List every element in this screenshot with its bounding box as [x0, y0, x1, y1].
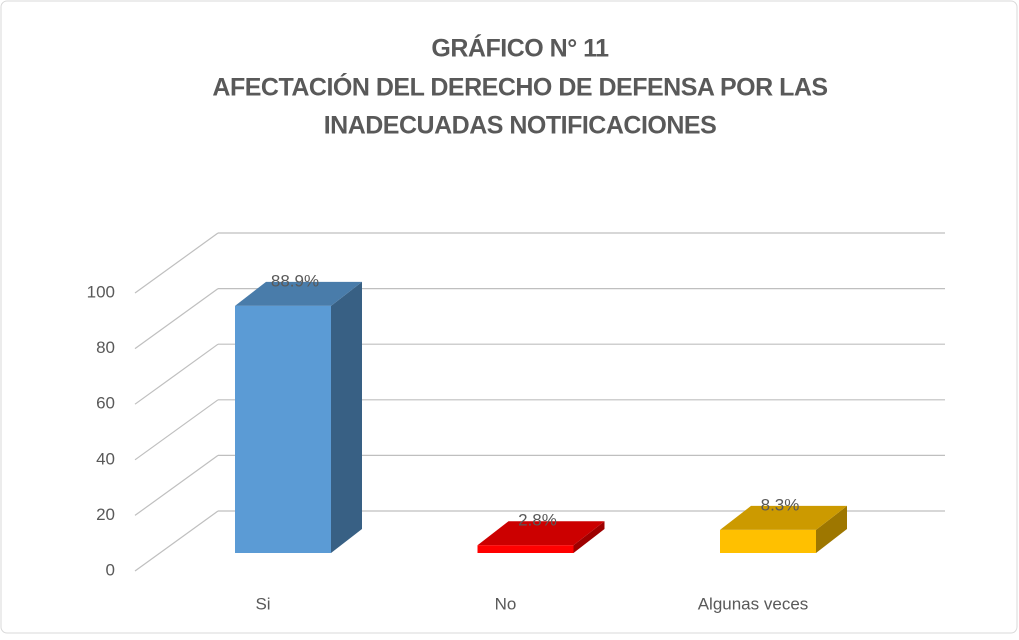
chart-title: AFECTACIÓN DEL DERECHO DE DEFENSA POR LA…	[212, 72, 827, 102]
grid-line	[134, 510, 219, 572]
grid-line	[134, 232, 219, 294]
x-tick-label: No	[495, 594, 517, 613]
y-tick-label: 20	[96, 505, 115, 524]
x-tick-label: Algunas veces	[698, 594, 809, 613]
bar-side	[331, 281, 362, 553]
bar-top	[477, 521, 605, 546]
data-label: 8.3%	[761, 495, 800, 514]
x-tick-label: Si	[255, 594, 270, 613]
grid-line	[134, 399, 219, 461]
bar-top	[720, 505, 847, 530]
grid-line	[134, 288, 219, 350]
grid-line	[134, 343, 219, 405]
chart-title: GRÁFICO N° 11	[431, 34, 609, 63]
y-tick-label: 60	[96, 394, 115, 413]
bar-side	[816, 505, 847, 553]
bar	[720, 529, 816, 553]
bar-side	[573, 521, 605, 553]
bar	[235, 305, 331, 553]
bar	[477, 545, 574, 553]
y-tick-label: 0	[106, 560, 115, 579]
chart-title: INADECUADAS NOTIFICACIONES	[324, 112, 717, 140]
y-tick-label: 40	[96, 449, 115, 468]
y-tick-label: 80	[96, 338, 115, 357]
data-label: 2.8%	[518, 511, 557, 530]
y-tick-label: 100	[87, 282, 115, 301]
bar-top	[235, 281, 362, 306]
grid-line	[134, 454, 219, 516]
data-label: 88.9%	[271, 271, 319, 290]
